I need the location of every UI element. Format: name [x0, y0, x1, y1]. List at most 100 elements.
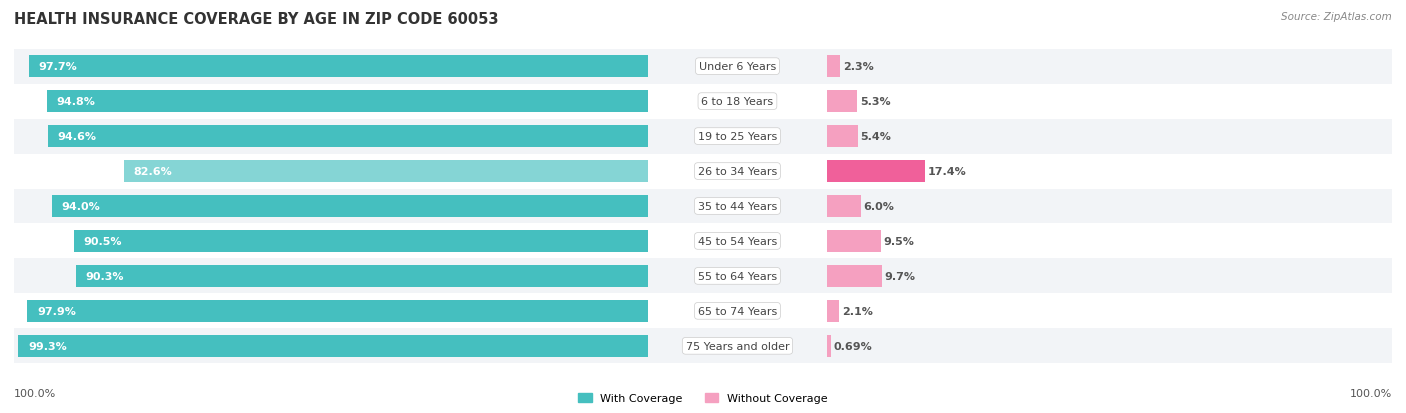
Bar [14, 294, 648, 329]
Bar [648, 84, 827, 119]
Bar [827, 329, 1392, 363]
Bar [648, 84, 827, 119]
Text: 2.3%: 2.3% [842, 62, 873, 72]
Bar [827, 56, 839, 78]
Text: 75 Years and older: 75 Years and older [686, 341, 789, 351]
Bar [18, 335, 648, 357]
Bar [827, 91, 856, 113]
Bar [827, 119, 1392, 154]
Bar [827, 259, 1392, 294]
Bar [27, 300, 648, 322]
Bar [14, 84, 648, 119]
Bar [14, 224, 648, 259]
Bar [827, 119, 1392, 154]
Bar [648, 119, 827, 154]
Bar [14, 259, 648, 294]
Bar [827, 161, 925, 183]
Bar [28, 56, 648, 78]
Text: 100.0%: 100.0% [1350, 388, 1392, 398]
Text: 90.5%: 90.5% [84, 236, 122, 247]
Bar [648, 294, 827, 329]
Text: 55 to 64 Years: 55 to 64 Years [697, 271, 778, 281]
Bar [827, 84, 1392, 119]
Text: 100.0%: 100.0% [14, 388, 56, 398]
Text: 35 to 44 Years: 35 to 44 Years [697, 202, 778, 211]
Text: 6 to 18 Years: 6 to 18 Years [702, 97, 773, 107]
Bar [827, 224, 1392, 259]
Bar [648, 259, 827, 294]
Bar [827, 259, 1392, 294]
Bar [46, 91, 648, 113]
Text: 97.7%: 97.7% [38, 62, 77, 72]
Bar [648, 50, 827, 84]
Bar [14, 189, 648, 224]
Bar [48, 126, 648, 147]
Bar [827, 154, 1392, 189]
Bar [14, 50, 648, 84]
Bar [52, 196, 648, 217]
Text: 26 to 34 Years: 26 to 34 Years [697, 166, 778, 177]
Bar [648, 189, 827, 224]
Bar [14, 84, 648, 119]
Text: 82.6%: 82.6% [134, 166, 173, 177]
Bar [827, 266, 882, 287]
Bar [827, 126, 858, 147]
Text: 5.3%: 5.3% [860, 97, 890, 107]
Bar [14, 259, 648, 294]
Bar [827, 84, 1392, 119]
Bar [14, 154, 648, 189]
Legend: With Coverage, Without Coverage: With Coverage, Without Coverage [574, 388, 832, 408]
Bar [648, 189, 827, 224]
Bar [827, 329, 1392, 363]
Text: 94.8%: 94.8% [56, 97, 96, 107]
Bar [827, 300, 839, 322]
Bar [827, 189, 1392, 224]
Bar [648, 259, 827, 294]
Text: 9.7%: 9.7% [884, 271, 915, 281]
Bar [827, 50, 1392, 84]
Text: 94.0%: 94.0% [62, 202, 100, 211]
Text: 2.1%: 2.1% [842, 306, 873, 316]
Text: 90.3%: 90.3% [84, 271, 124, 281]
Text: 45 to 54 Years: 45 to 54 Years [697, 236, 778, 247]
Bar [14, 50, 648, 84]
Bar [648, 329, 827, 363]
Bar [827, 294, 1392, 329]
Text: Source: ZipAtlas.com: Source: ZipAtlas.com [1281, 12, 1392, 22]
Bar [14, 294, 648, 329]
Text: 5.4%: 5.4% [860, 132, 891, 142]
Text: 94.6%: 94.6% [58, 132, 97, 142]
Bar [76, 266, 648, 287]
Bar [14, 119, 648, 154]
Bar [14, 329, 648, 363]
Bar [827, 335, 831, 357]
Bar [648, 294, 827, 329]
Text: 97.9%: 97.9% [37, 306, 76, 316]
Bar [827, 196, 860, 217]
Text: 9.5%: 9.5% [883, 236, 914, 247]
Bar [75, 230, 648, 252]
Text: HEALTH INSURANCE COVERAGE BY AGE IN ZIP CODE 60053: HEALTH INSURANCE COVERAGE BY AGE IN ZIP … [14, 12, 499, 27]
Bar [648, 50, 827, 84]
Bar [14, 119, 648, 154]
Bar [648, 154, 827, 189]
Bar [14, 189, 648, 224]
Bar [14, 154, 648, 189]
Text: 99.3%: 99.3% [28, 341, 66, 351]
Text: 65 to 74 Years: 65 to 74 Years [697, 306, 778, 316]
Bar [827, 224, 1392, 259]
Bar [827, 294, 1392, 329]
Bar [827, 230, 880, 252]
Bar [648, 329, 827, 363]
Bar [648, 154, 827, 189]
Text: 6.0%: 6.0% [863, 202, 894, 211]
Bar [648, 224, 827, 259]
Text: 0.69%: 0.69% [834, 341, 873, 351]
Bar [14, 224, 648, 259]
Bar [827, 50, 1392, 84]
Bar [648, 224, 827, 259]
Bar [124, 161, 648, 183]
Text: 19 to 25 Years: 19 to 25 Years [697, 132, 778, 142]
Bar [14, 329, 648, 363]
Text: Under 6 Years: Under 6 Years [699, 62, 776, 72]
